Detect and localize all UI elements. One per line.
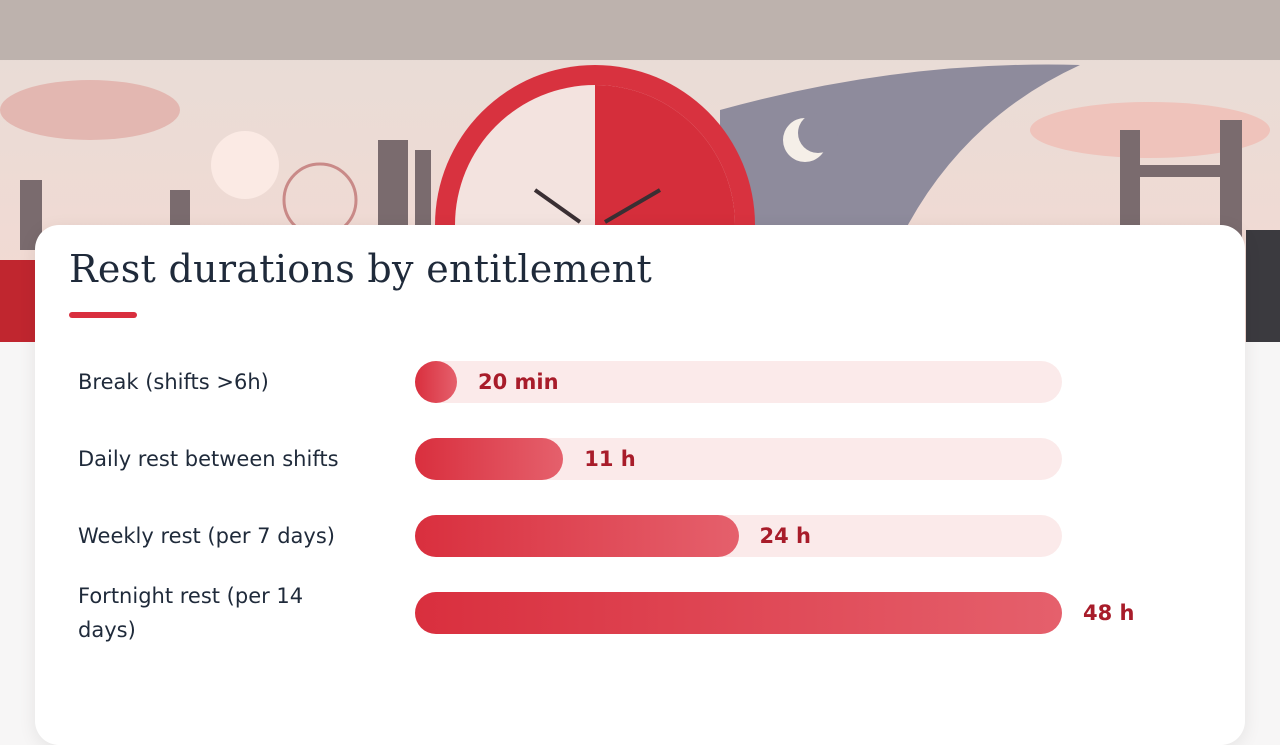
value-label: 24 h — [759, 524, 812, 548]
moon-shadow — [798, 113, 838, 153]
clock-hands — [533, 188, 662, 224]
category-label: Weekly rest (per 7 days) — [78, 524, 335, 548]
cloud — [1030, 102, 1270, 158]
building — [1246, 230, 1280, 342]
value-label: 11 h — [584, 447, 636, 471]
category-label: Fortnight rest (per 14 days) — [78, 584, 304, 642]
sun — [211, 131, 279, 199]
bar — [415, 361, 457, 403]
value-label: 48 h — [1083, 601, 1135, 625]
cloud — [0, 80, 180, 140]
bus — [0, 260, 40, 342]
bar — [415, 438, 564, 480]
page: Rest durations by entitlement Break (shi… — [0, 0, 1280, 642]
top-band — [0, 0, 1280, 60]
bar — [415, 515, 739, 557]
category-label: Break (shifts >6h) — [78, 370, 269, 394]
bar-track — [415, 361, 1062, 403]
chart-title: Rest durations by entitlement — [69, 247, 653, 291]
bar — [415, 592, 1062, 634]
header-illustration — [0, 0, 1280, 342]
title-accent — [69, 312, 137, 318]
clock-sector — [595, 85, 735, 225]
night-sky — [720, 64, 1080, 240]
value-label: 20 min — [478, 370, 559, 394]
category-label: Daily rest between shifts — [78, 447, 339, 471]
chart-card: Rest durations by entitlement Break (shi… — [35, 225, 1245, 745]
